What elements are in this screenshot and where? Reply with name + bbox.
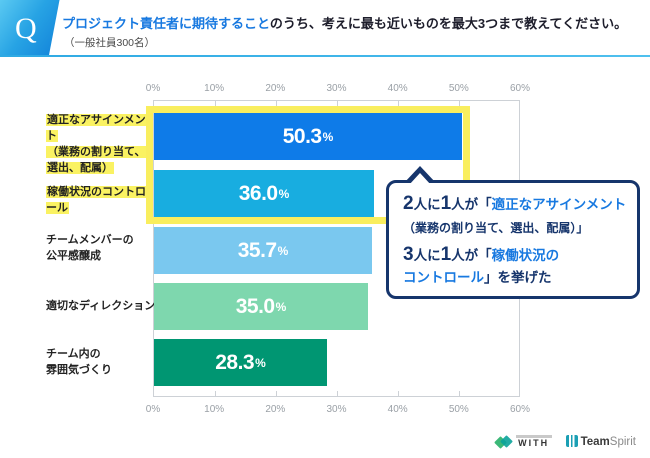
category-label-1: 稼働状況のコントロール (46, 184, 156, 216)
category-label-line: 選出、配属） (46, 162, 114, 174)
teamspirit-logo: TeamSpirit (565, 432, 636, 450)
teamspirit-logo-icon (565, 435, 578, 447)
axis-tick-mark (275, 391, 277, 396)
callout-text-segment: 人に (413, 197, 441, 212)
x-axis-tick-label: 30% (326, 83, 347, 94)
x-axis-tick-label: 10% (204, 83, 225, 94)
x-axis-tick-label: 20% (265, 83, 286, 94)
category-label-3: 適切なディレクション (46, 298, 156, 314)
axis-tick-mark (337, 391, 338, 396)
x-axis-tick-label: 40% (387, 404, 408, 415)
x-axis-tick-label: 60% (509, 404, 530, 415)
highlight-outline (146, 106, 470, 224)
axis-tick-mark (337, 101, 338, 106)
callout-text-segment: 1 (440, 193, 452, 214)
with-logo-microtext (515, 434, 552, 438)
category-label-line: 雰囲気づくり (46, 364, 112, 376)
bar-value-label: 36.0 (238, 181, 278, 205)
callout-text-segment: 人が「 (451, 248, 492, 264)
axis-tick-mark (398, 101, 400, 106)
bar-value-unit: % (277, 243, 289, 258)
header-divider (0, 55, 650, 57)
callout-text-segment: 2 (403, 193, 414, 214)
bar-value-label: 28.3 (215, 350, 255, 374)
callout-text-segment: コントロール (403, 270, 484, 286)
axis-tick-mark (459, 101, 461, 106)
bar-value-unit: % (275, 299, 287, 314)
question-badge-letter: Q (15, 11, 37, 45)
bar-value-label: 50.3 (282, 124, 322, 148)
bar-4: 28.3% (154, 339, 327, 386)
callout-text-segment: 適正なアサインメント (491, 197, 627, 212)
category-label-2: チームメンバーの 公平感醸成 (46, 232, 156, 264)
with-logo-wordmark: WITH (518, 437, 550, 448)
x-axis-tick-label: 60% (509, 83, 530, 94)
bar-value-label: 35.0 (235, 294, 275, 318)
x-axis-tick-label: 40% (387, 83, 408, 94)
x-axis-top: 0% 10% 20% 30% 40% 50% 60% (133, 83, 540, 95)
callout-line: コントロール」を挙げた (403, 268, 627, 289)
axis-tick-mark (275, 101, 277, 106)
callout-line: 2人に1人が「適正なアサインメント (403, 192, 627, 217)
page-title: プロジェクト責任者に期待することのうち、考えに最も近いものを最大3つまで教えてく… (62, 13, 627, 32)
footer-logos: WITH TeamSpirit (493, 432, 636, 450)
x-axis-bottom: 0% 10% 20% 30% 40% 50% 60% (133, 404, 540, 416)
with-logo: WITH (493, 434, 552, 449)
category-label-line: 稼働状況のコントロール (46, 186, 146, 214)
callout-text-segment: 稼働状況の (491, 248, 560, 264)
bar-value-unit: % (278, 186, 290, 201)
axis-tick-mark (459, 391, 461, 396)
teamspirit-wordmark: TeamSpirit (580, 436, 636, 448)
category-label-0: 適正なアサインメント （業務の割り当て、 選出、配属） (46, 112, 156, 176)
bar-3: 35.0% (154, 283, 368, 330)
with-logo-icon (493, 434, 513, 449)
axis-tick-mark (214, 391, 216, 396)
page-title-highlight: プロジェクト責任者に期待すること (62, 16, 270, 31)
callout-text-segment: 」を挙げた (484, 270, 552, 286)
callout-line: 3人に1人が「稼働状況の (403, 243, 627, 268)
bar-2: 35.7% (154, 227, 372, 274)
x-axis-tick-label: 20% (265, 404, 286, 415)
bar-value-unit: % (255, 355, 266, 370)
callout-bubble: 2人に1人が「適正なアサインメント （業務の割り当て、選出、配属）」 3人に1人が「… (386, 166, 640, 299)
category-label-line: 適正なアサインメント (46, 114, 146, 142)
x-axis-tick-label: 10% (204, 404, 225, 415)
bar-1: 36.0% (154, 170, 374, 217)
callout-text-segment: 人が「 (451, 197, 492, 212)
category-label-line: チーム内の (46, 348, 101, 360)
callout-line: （業務の割り当て、選出、配属）」 (403, 218, 627, 239)
x-axis-tick-label: 30% (326, 404, 347, 415)
question-badge: Q (0, 0, 60, 57)
page-subtitle: （一般社員300名） (64, 37, 156, 49)
category-label-line: チームメンバーの (46, 234, 134, 246)
category-label-line: （業務の割り当て、 (46, 146, 147, 158)
axis-tick-mark (214, 101, 216, 106)
callout-text-segment: 3 (403, 244, 414, 266)
bar-0: 50.3% (154, 113, 462, 160)
x-axis-tick-label: 0% (145, 83, 161, 94)
category-label-line: 適切なディレクション (46, 300, 156, 312)
page-title-rest: のうち、考えに最も近いものを最大3つまで教えてください。 (269, 16, 628, 31)
x-axis-tick-label: 0% (145, 404, 161, 415)
category-label-4: チーム内の雰囲気づくり (46, 346, 156, 378)
callout-text-segment: 人に (413, 248, 441, 264)
with-logo-text: WITH (515, 434, 552, 448)
category-label-line: 公平感醸成 (46, 250, 101, 262)
bar-value-label: 35.7 (237, 238, 277, 262)
bar-value-unit: % (322, 129, 334, 144)
axis-tick-mark (398, 391, 400, 396)
x-axis-tick-label: 50% (448, 404, 469, 415)
callout-text-segment: 1 (440, 244, 452, 266)
x-axis-tick-label: 50% (448, 83, 469, 94)
callout-text-segment: （業務の割り当て、選出、配属）」 (403, 220, 589, 235)
